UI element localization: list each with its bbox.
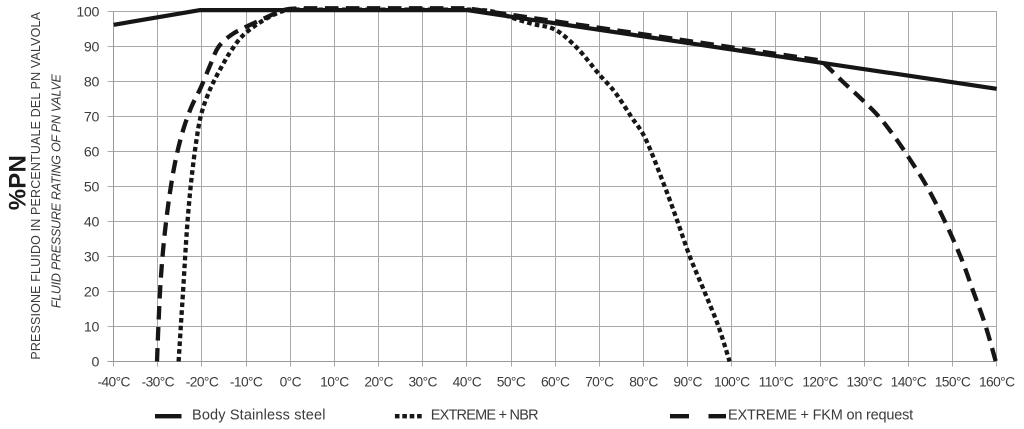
svg-text:50: 50 [84, 179, 100, 195]
svg-text:140°C: 140°C [891, 375, 927, 390]
svg-text:130°C: 130°C [846, 375, 882, 390]
svg-text:0: 0 [91, 354, 99, 370]
svg-text:-10°C: -10°C [230, 375, 263, 390]
svg-text:-30°C: -30°C [142, 375, 175, 390]
svg-text:50°C: 50°C [497, 375, 526, 390]
svg-text:60°C: 60°C [541, 375, 570, 390]
svg-text:EXTREME + NBR: EXTREME + NBR [431, 408, 538, 424]
svg-text:30°C: 30°C [408, 375, 437, 390]
svg-text:70°C: 70°C [585, 375, 614, 390]
svg-text:120°C: 120°C [802, 375, 838, 390]
svg-text:-20°C: -20°C [186, 375, 219, 390]
svg-text:PRESSIONE FLUIDO IN PERCENTUAL: PRESSIONE FLUIDO IN PERCENTUALE DEL PN V… [29, 11, 43, 359]
svg-text:110°C: 110°C [759, 375, 794, 390]
svg-text:30: 30 [84, 249, 100, 265]
svg-text:20°C: 20°C [364, 375, 393, 390]
svg-text:100°C: 100°C [714, 375, 750, 390]
svg-text:0°C: 0°C [280, 375, 302, 390]
svg-text:-40°C: -40°C [97, 375, 130, 390]
svg-text:10°C: 10°C [320, 375, 349, 390]
svg-text:40: 40 [84, 214, 100, 230]
svg-text:%PN: %PN [5, 155, 32, 210]
svg-text:90: 90 [84, 39, 100, 55]
svg-text:160°C: 160°C [979, 375, 1015, 390]
svg-text:10: 10 [84, 319, 100, 335]
svg-text:FLUID PRESSURE RATING OF PN VA: FLUID PRESSURE RATING OF PN VALVE [50, 74, 64, 309]
svg-text:70: 70 [84, 109, 100, 125]
svg-text:60: 60 [84, 144, 100, 160]
svg-text:20: 20 [84, 284, 100, 300]
svg-text:90°C: 90°C [673, 375, 702, 390]
svg-text:Body Stainless steel: Body Stainless steel [192, 408, 326, 424]
svg-text:40°C: 40°C [453, 375, 482, 390]
svg-text:80: 80 [84, 74, 100, 90]
svg-text:EXTREME + FKM on request: EXTREME + FKM on request [728, 408, 913, 424]
svg-text:80°C: 80°C [629, 375, 658, 390]
svg-text:150°C: 150°C [935, 375, 971, 390]
svg-text:100: 100 [76, 4, 99, 20]
